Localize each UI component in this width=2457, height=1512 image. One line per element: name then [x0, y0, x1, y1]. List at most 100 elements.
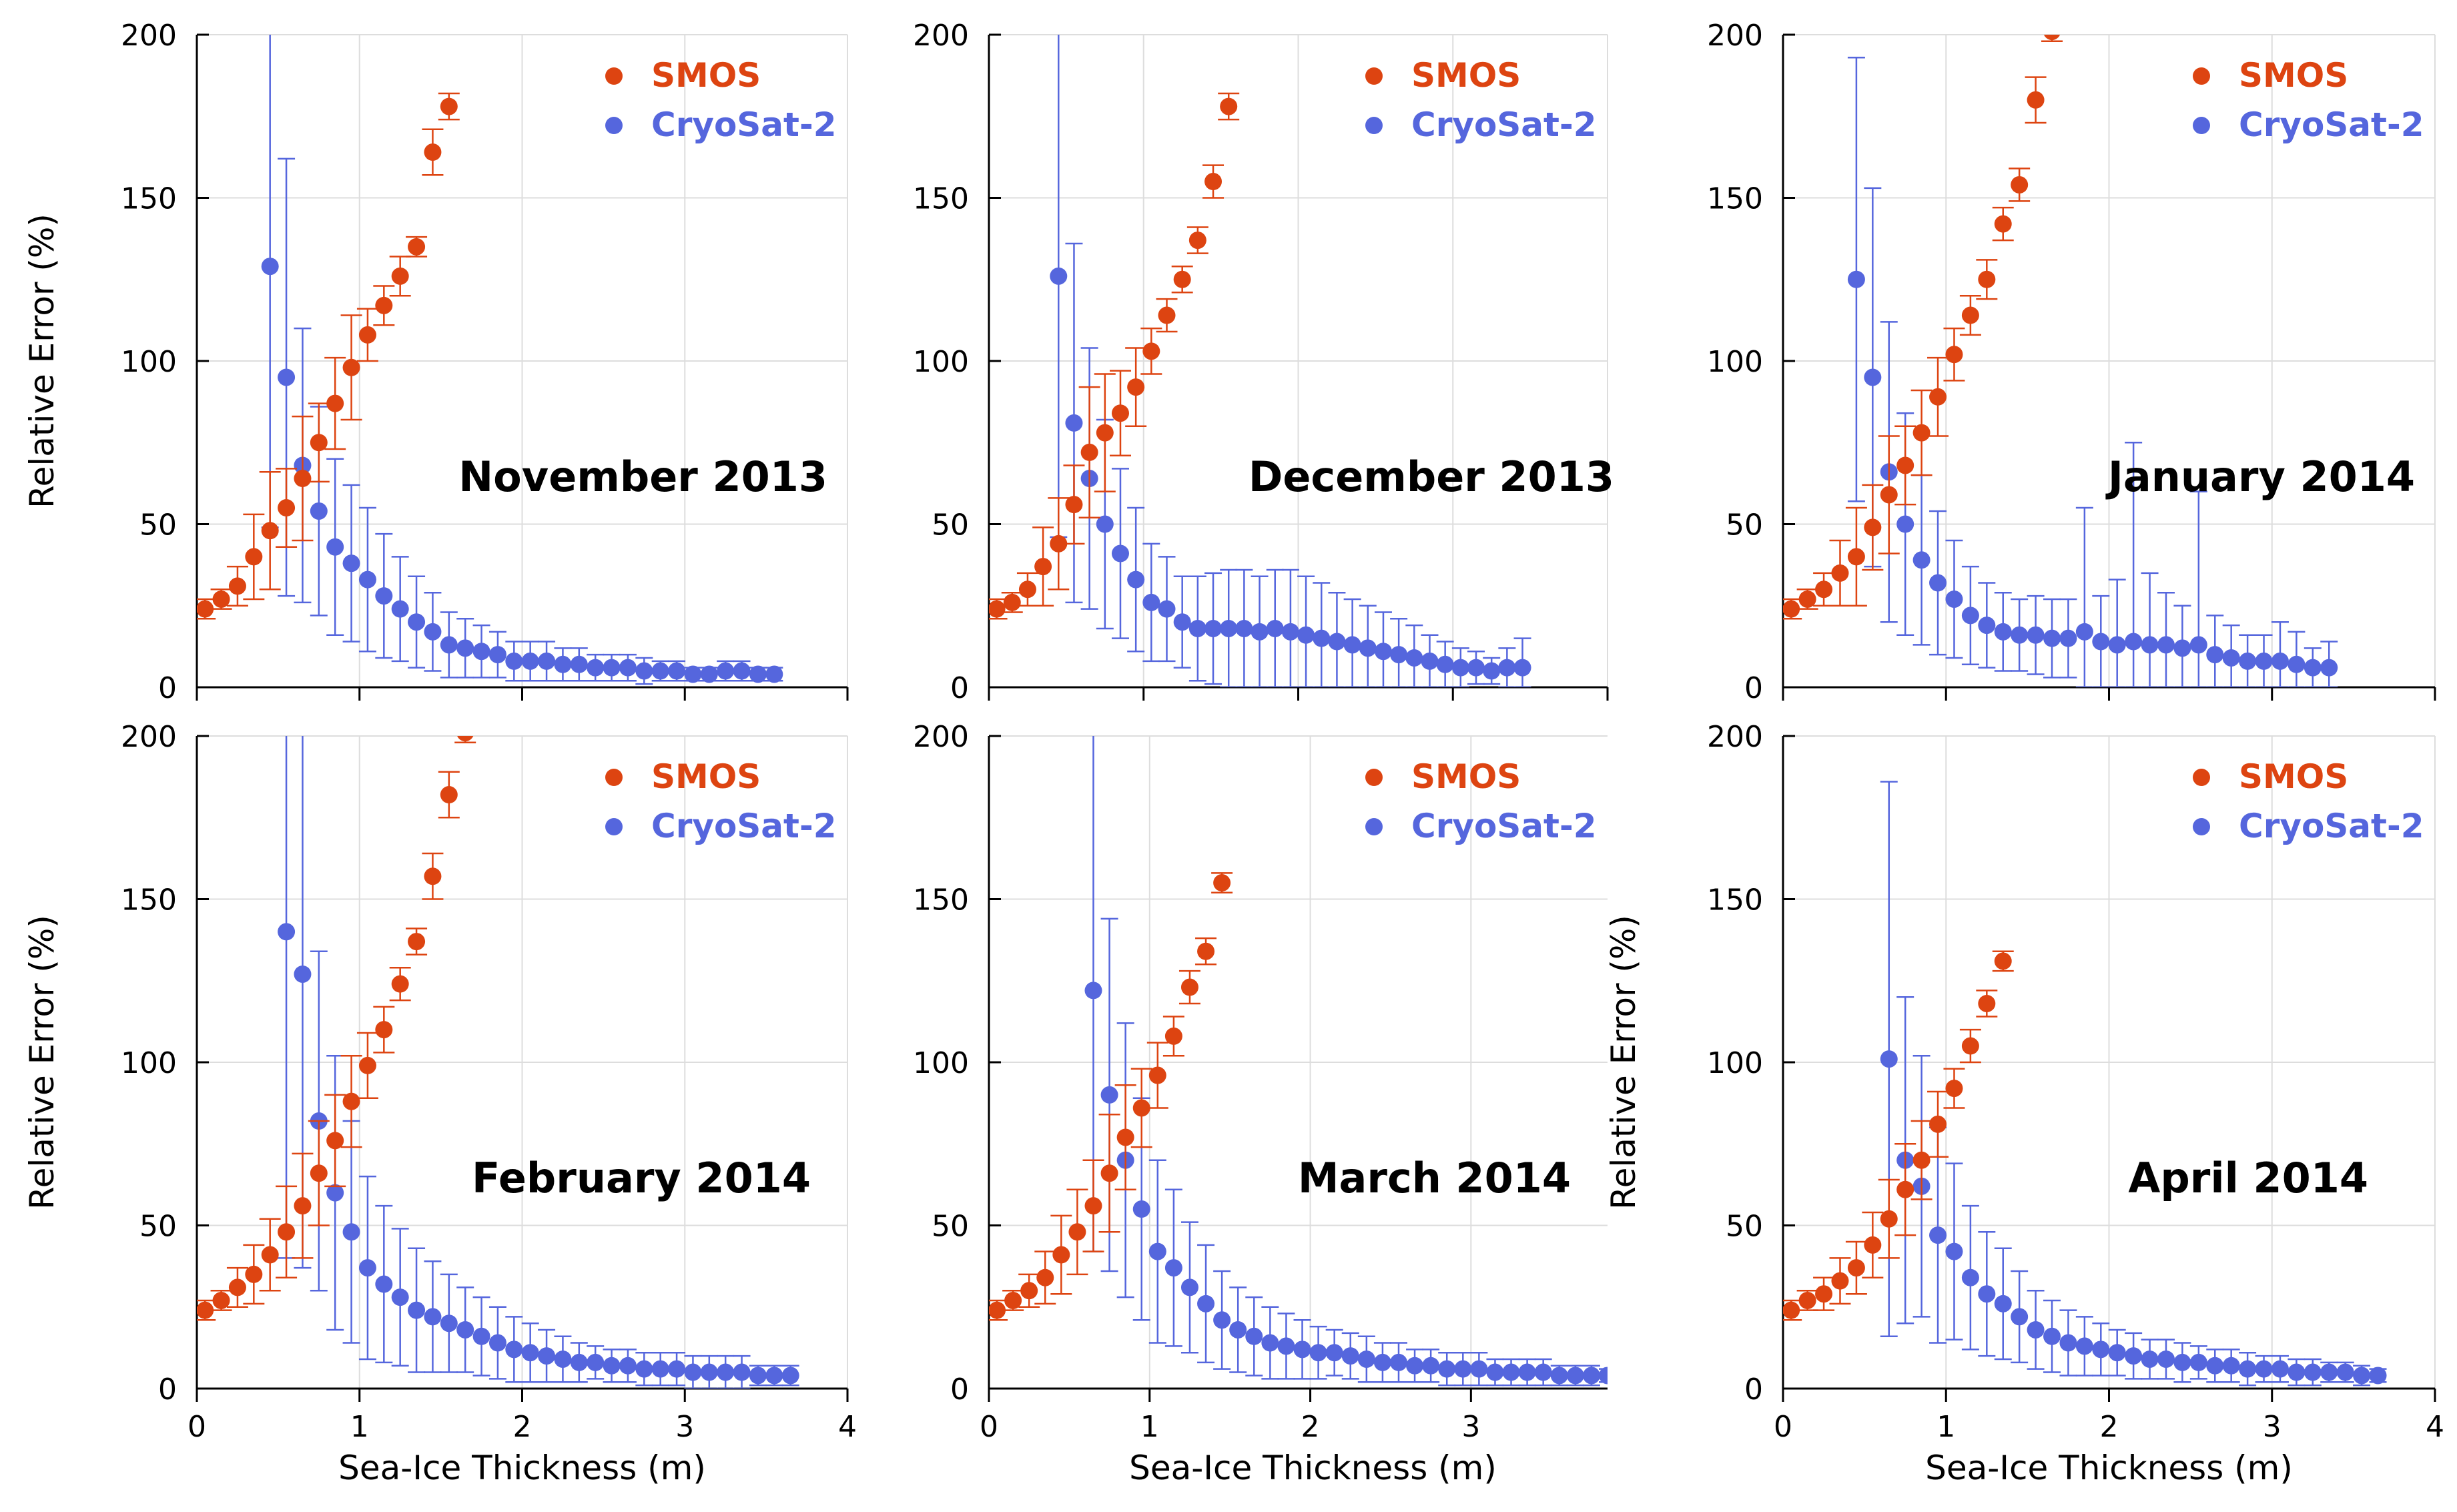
data-point: [1534, 1363, 1552, 1381]
data-point: [2027, 91, 2045, 109]
data-point: [1277, 1337, 1295, 1355]
y-tick-label: 200: [1707, 19, 1763, 53]
panel-2: 0 50 100 150 200 SMOS CryoSat-2 December 2013: [913, 19, 1614, 705]
data-point: [1599, 1367, 1608, 1385]
data-point: [1100, 1086, 1118, 1104]
data-point: [326, 1184, 344, 1202]
y-tick-label: 50: [932, 508, 969, 542]
data-point: [1359, 639, 1377, 657]
data-point: [2320, 659, 2338, 677]
data-point: [2075, 1337, 2093, 1355]
data-point: [342, 554, 360, 573]
data-point: [1080, 443, 1098, 461]
data-point: [1880, 1210, 1898, 1228]
data-point: [310, 1164, 328, 1182]
data-point: [2239, 1360, 2257, 1378]
panel-1: 0 50 100 150 200 Relative Error (%) SMOS CryoSa…: [23, 19, 849, 705]
data-point: [1421, 652, 1439, 670]
data-point: [2255, 652, 2273, 670]
data-point: [1127, 378, 1145, 396]
data-point: [570, 1353, 588, 1371]
data-point: [472, 643, 490, 661]
data-point: [375, 296, 393, 314]
legend-label-smos: SMOS: [651, 757, 761, 796]
y-tick-label: 0: [950, 671, 969, 705]
y-tick-label: 150: [1707, 182, 1763, 216]
data-point: [1929, 1226, 1947, 1244]
data-point: [457, 736, 474, 742]
y-tick-label: 50: [1726, 1210, 1763, 1244]
data-point: [1961, 607, 1979, 625]
y-axis-label: Relative Error (%): [23, 214, 61, 508]
data-point: [456, 1320, 474, 1339]
data-point: [1880, 1050, 1898, 1068]
data-point: [2206, 1357, 2224, 1375]
error-bar: [2075, 506, 2093, 687]
data-point: [1518, 1363, 1536, 1381]
data-point: [2043, 1327, 2061, 1345]
data-point: [1004, 1291, 1022, 1309]
legend-marker-smos: [2193, 67, 2210, 85]
data-point: [358, 1259, 376, 1277]
data-point: [1148, 1242, 1166, 1260]
data-point: [1847, 270, 1865, 288]
data-point: [2271, 1360, 2289, 1378]
data-point: [2222, 649, 2240, 667]
data-point: [2157, 1350, 2175, 1368]
data-point: [1116, 1128, 1134, 1146]
smos-series: [197, 736, 476, 1321]
data-point: [2304, 1363, 2322, 1381]
data-point: [619, 659, 637, 677]
y-tick-label: 100: [121, 345, 177, 379]
data-point: [1929, 388, 1947, 406]
data-point: [635, 662, 653, 680]
data-point: [1251, 623, 1269, 641]
data-point: [342, 358, 360, 376]
data-point: [1783, 600, 1800, 618]
cryosat2-series: [278, 736, 799, 1389]
data-point: [1050, 267, 1068, 285]
data-point: [1864, 1236, 1882, 1254]
data-point: [1266, 619, 1284, 637]
data-point: [391, 1288, 409, 1306]
x-tick-label: 0: [980, 1410, 998, 1444]
cryosat2-series: [1847, 56, 2338, 687]
data-point: [2027, 626, 2045, 644]
plot-area: [197, 35, 783, 685]
grid: [1782, 34, 2436, 688]
data-point: [587, 659, 605, 677]
data-point: [408, 933, 426, 951]
data-point: [1084, 982, 1102, 1000]
data-point: [261, 1246, 279, 1264]
data-point: [619, 1357, 637, 1375]
x-axis-label: Sea-Ice Thickness (m): [338, 1449, 706, 1487]
data-point: [1783, 1301, 1800, 1319]
data-point: [2304, 659, 2322, 677]
legend: SMOS CryoSat-2: [605, 56, 837, 144]
data-point: [2059, 1334, 2077, 1352]
cryosat2-series: [261, 35, 783, 685]
data-point: [310, 502, 328, 520]
data-point: [1406, 1357, 1424, 1375]
data-point: [521, 1344, 539, 1362]
x-tick-label: 2: [2100, 1410, 2119, 1444]
data-point: [1945, 1242, 1963, 1260]
data-point: [1204, 619, 1222, 637]
data-point: [2255, 1360, 2273, 1378]
data-point: [310, 434, 328, 452]
smos-series: [197, 92, 460, 620]
data-point: [1313, 629, 1331, 647]
plot-area: [1783, 781, 2387, 1387]
data-point: [2108, 636, 2126, 654]
data-point: [1132, 1200, 1150, 1218]
panel-3: 0 50 100 150 200 SMOS CryoSat-2 January 2014: [1707, 19, 2436, 705]
x-axis-label: Sea-Ice Thickness (m): [1129, 1449, 1497, 1487]
panel-title: April 2014: [2128, 1154, 2368, 1202]
legend: SMOS CryoSat-2: [1365, 757, 1597, 845]
y-tick-label: 0: [158, 1373, 177, 1407]
plot-area: [197, 736, 799, 1389]
x-tick-label: 1: [350, 1410, 369, 1444]
data-point: [1798, 1291, 1816, 1309]
data-point: [1498, 659, 1516, 677]
legend-marker-cryosat2: [2193, 117, 2210, 134]
